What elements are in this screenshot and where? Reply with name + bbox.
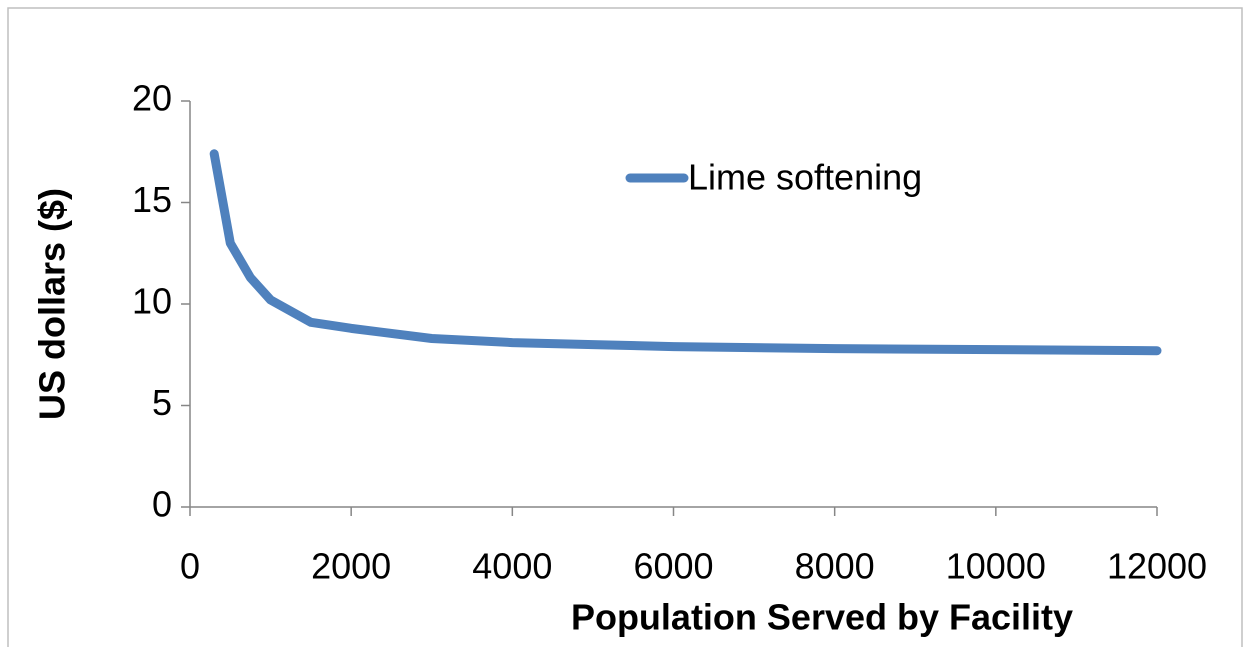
legend-label: Lime softening bbox=[688, 157, 922, 198]
y-tick-label: 10 bbox=[132, 281, 172, 322]
y-tick-label: 15 bbox=[132, 179, 172, 220]
x-tick-label: 12000 bbox=[1107, 546, 1207, 587]
y-tick-label: 5 bbox=[152, 382, 172, 423]
x-tick-label: 6000 bbox=[633, 546, 713, 587]
y-tick-label: 0 bbox=[152, 484, 172, 525]
x-tick-label: 2000 bbox=[311, 546, 391, 587]
x-tick-label: 8000 bbox=[795, 546, 875, 587]
x-axis-title: Population Served by Facility bbox=[571, 597, 1073, 638]
line-series bbox=[209, 149, 1162, 356]
y-axis-title: US dollars ($) bbox=[32, 188, 73, 420]
x-tick-label: 0 bbox=[180, 546, 200, 587]
y-tick-label: 20 bbox=[132, 78, 172, 119]
chart-border bbox=[7, 7, 1243, 647]
x-tick-label: 4000 bbox=[472, 546, 552, 587]
x-tick-label: 10000 bbox=[946, 546, 1046, 587]
